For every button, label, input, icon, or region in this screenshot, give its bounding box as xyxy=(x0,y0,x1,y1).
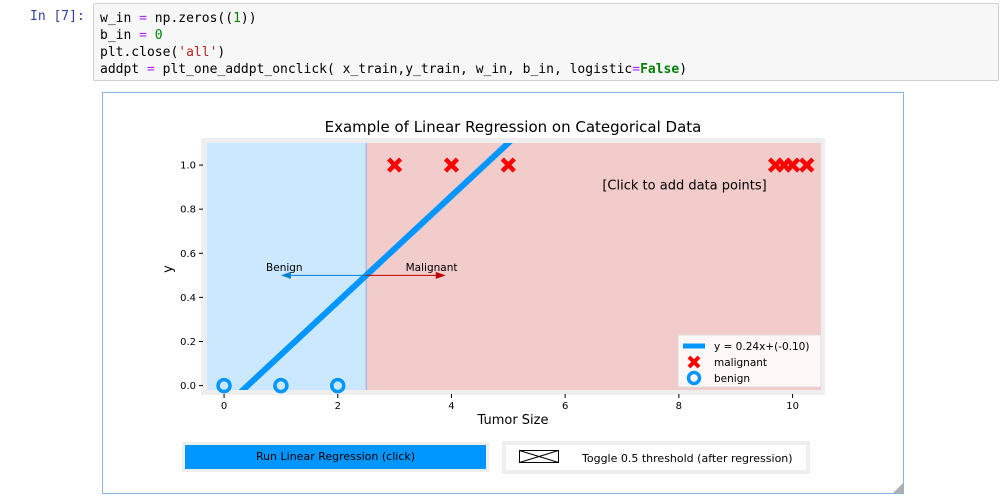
click-hint-label: [Click to add data points] xyxy=(602,178,766,193)
x-marker xyxy=(387,157,403,173)
malignant-point xyxy=(443,157,460,173)
benign-point xyxy=(330,377,346,394)
legend-entry-label: y = 0.24x+(-0.10) xyxy=(714,341,809,353)
plot-canvas[interactable]: 0 2 4 6 8 10 0.0 0.2 0.4 0.6 0.8 1.0 Benign Malignan… xyxy=(103,93,903,433)
code-line: b_in = 0 xyxy=(100,28,163,43)
cell-prompt: In [7]: xyxy=(30,9,85,24)
benign-annotation: Benign xyxy=(266,262,303,274)
malignant-arrowhead-icon xyxy=(435,271,446,279)
x-marker xyxy=(784,157,801,173)
malignant-point xyxy=(387,157,403,173)
regression-line xyxy=(238,143,513,390)
legend-x-swatch xyxy=(687,355,701,369)
toggle-threshold-label: Toggle 0.5 threshold (after regression) xyxy=(582,452,793,465)
x-tick-label: 10 xyxy=(786,401,799,412)
legend-box xyxy=(677,334,822,388)
malignant-point xyxy=(784,157,801,173)
y-tick-label: 0.4 xyxy=(180,293,196,304)
y-tick-label: 1.0 xyxy=(180,161,196,172)
run-regression-button[interactable]: Run Linear Regression (click) xyxy=(182,442,489,472)
x-tick-label: 2 xyxy=(335,401,341,412)
x-axis-label: Tumor Size xyxy=(477,413,549,428)
code-line: plt.close('all') xyxy=(100,45,226,60)
malignant-point xyxy=(500,157,516,173)
benign-point xyxy=(216,377,232,394)
widget-output-area: 0 2 4 6 8 10 0.0 0.2 0.4 0.6 0.8 1.0 Benign Malignan… xyxy=(102,92,904,494)
legend-entry-label: malignant xyxy=(714,357,767,369)
benign-point xyxy=(273,377,289,394)
y-tick-label: 0.6 xyxy=(180,249,196,260)
code-line: w_in = np.zeros((1)) xyxy=(100,11,257,26)
legend-circle-swatch xyxy=(686,370,702,386)
threshold-checkbox-icon xyxy=(519,450,559,463)
chart-title: Example of Linear Regression on Categori… xyxy=(325,118,702,136)
x-marker xyxy=(799,157,815,173)
code-block: w_in = np.zeros((1)) b_in = 0 plt.close(… xyxy=(100,10,687,78)
toggle-threshold-button[interactable]: Toggle 0.5 threshold (after regression) xyxy=(502,441,810,474)
malignant-annotation: Malignant xyxy=(406,262,458,274)
code-line: addpt = plt_one_addpt_onclick( x_train,y… xyxy=(100,62,688,77)
y-tick-label: 0.2 xyxy=(180,337,196,348)
x-marker xyxy=(500,157,516,173)
x-tick-label: 8 xyxy=(676,401,682,412)
y-tick-label: 0.0 xyxy=(180,381,196,392)
benign-arrowhead-icon xyxy=(280,271,291,279)
y-axis-label: y xyxy=(161,265,176,273)
x-marker xyxy=(443,157,460,173)
code-cell-editor[interactable]: w_in = np.zeros((1)) b_in = 0 plt.close(… xyxy=(93,3,999,81)
legend-entry-label: benign xyxy=(714,373,750,385)
x-tick-label: 0 xyxy=(221,401,227,412)
resize-handle-icon[interactable] xyxy=(893,483,903,493)
y-tick-label: 0.8 xyxy=(180,205,196,216)
malignant-point xyxy=(799,157,815,173)
x-tick-label: 6 xyxy=(562,401,568,412)
x-tick-label: 4 xyxy=(448,401,454,412)
